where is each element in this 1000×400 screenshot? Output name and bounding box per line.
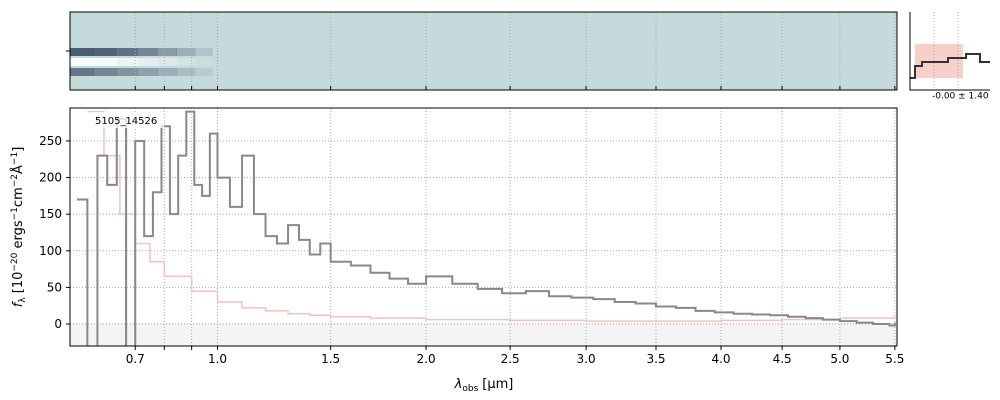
trace-cell	[70, 58, 95, 66]
profile-line	[910, 53, 990, 79]
y-tick-label: 0	[54, 317, 62, 331]
spectrum-1d-frame	[69, 107, 898, 347]
y-tick-label: 200	[39, 171, 62, 185]
trace-cell	[157, 58, 177, 66]
object-label: 5105_14526	[95, 116, 157, 127]
profile-panel: -0.00 ± 1.40	[909, 12, 990, 102]
x-axis-label-sub: obs	[462, 384, 478, 394]
trace-cell	[70, 68, 95, 76]
trace-cell	[93, 58, 117, 66]
trace-cell	[115, 68, 138, 76]
series-error-line	[87, 110, 896, 322]
trace-cell	[176, 68, 196, 76]
spectrum-2d-xticks	[134, 86, 896, 90]
spectrum-1d-series	[77, 110, 896, 346]
y-tick-label: 150	[39, 207, 62, 221]
x-tick-label: 1.0	[208, 352, 227, 366]
trace-cell	[194, 58, 213, 66]
trace-cell	[136, 68, 158, 76]
x-tick-label: 2.5	[501, 352, 520, 366]
spectrum-1d-yticks: 0 50 100 150 200 250	[39, 134, 70, 331]
y-tick-label: 250	[39, 134, 62, 148]
trace-cell	[176, 48, 196, 56]
x-tick-label: 3.5	[646, 352, 665, 366]
x-tick-label: 5.0	[830, 352, 849, 366]
x-tick-label: 0.7	[126, 352, 145, 366]
trace-cell	[194, 48, 213, 56]
spectrum-1d-background	[70, 108, 897, 346]
x-axis-label-lambda: λ	[454, 377, 463, 392]
x-axis-label: λobs [μm]	[454, 377, 514, 394]
spectrum-2d-background	[70, 12, 897, 90]
spectrum-2d-panel	[66, 11, 898, 91]
x-tick-label: 1.5	[321, 352, 340, 366]
trace-cell	[115, 58, 138, 66]
trace-cell	[93, 48, 117, 56]
spectrum-1d-xticks: 0.7 1.0 1.5 2.0 2.5 3.0 3.5 4.0 4.5 5.0 5.5	[126, 346, 904, 366]
spectrum-2d-grid	[134, 12, 896, 90]
x-tick-label: 3.0	[577, 352, 596, 366]
x-tick-label: 4.0	[711, 352, 730, 366]
trace-cell	[136, 48, 158, 56]
trace-cell	[176, 58, 196, 66]
trace-cell	[136, 58, 158, 66]
trace-cell	[157, 48, 177, 56]
zero-band	[70, 323, 897, 346]
trace-cell	[70, 48, 95, 56]
trace-cell	[157, 68, 177, 76]
spectrum-1d-panel: 0 50 100 150 200 250 0.7 1.0 1.5 2.0 2.5 3.0 3.5 4.0…	[10, 107, 904, 394]
x-axis-label-unit: [μm]	[482, 377, 513, 392]
object-label-box	[91, 112, 164, 128]
trace-cell	[194, 68, 213, 76]
y-tick-label: 100	[39, 244, 62, 258]
trace-cell	[115, 48, 138, 56]
y-tick-label: 50	[47, 280, 62, 294]
profile-axis	[909, 12, 990, 91]
profile-annotation: -0.00 ± 1.40	[932, 92, 989, 102]
x-tick-label: 2.0	[417, 352, 436, 366]
spectrum-2d-trace	[70, 48, 213, 76]
trace-cell	[93, 68, 117, 76]
x-tick-label: 5.5	[885, 352, 904, 366]
y-axis-label: fλ [10−20 ergs−1cm−2Å−1]	[10, 147, 28, 308]
x-tick-label: 4.5	[773, 352, 792, 366]
series-flux-line	[77, 110, 896, 346]
